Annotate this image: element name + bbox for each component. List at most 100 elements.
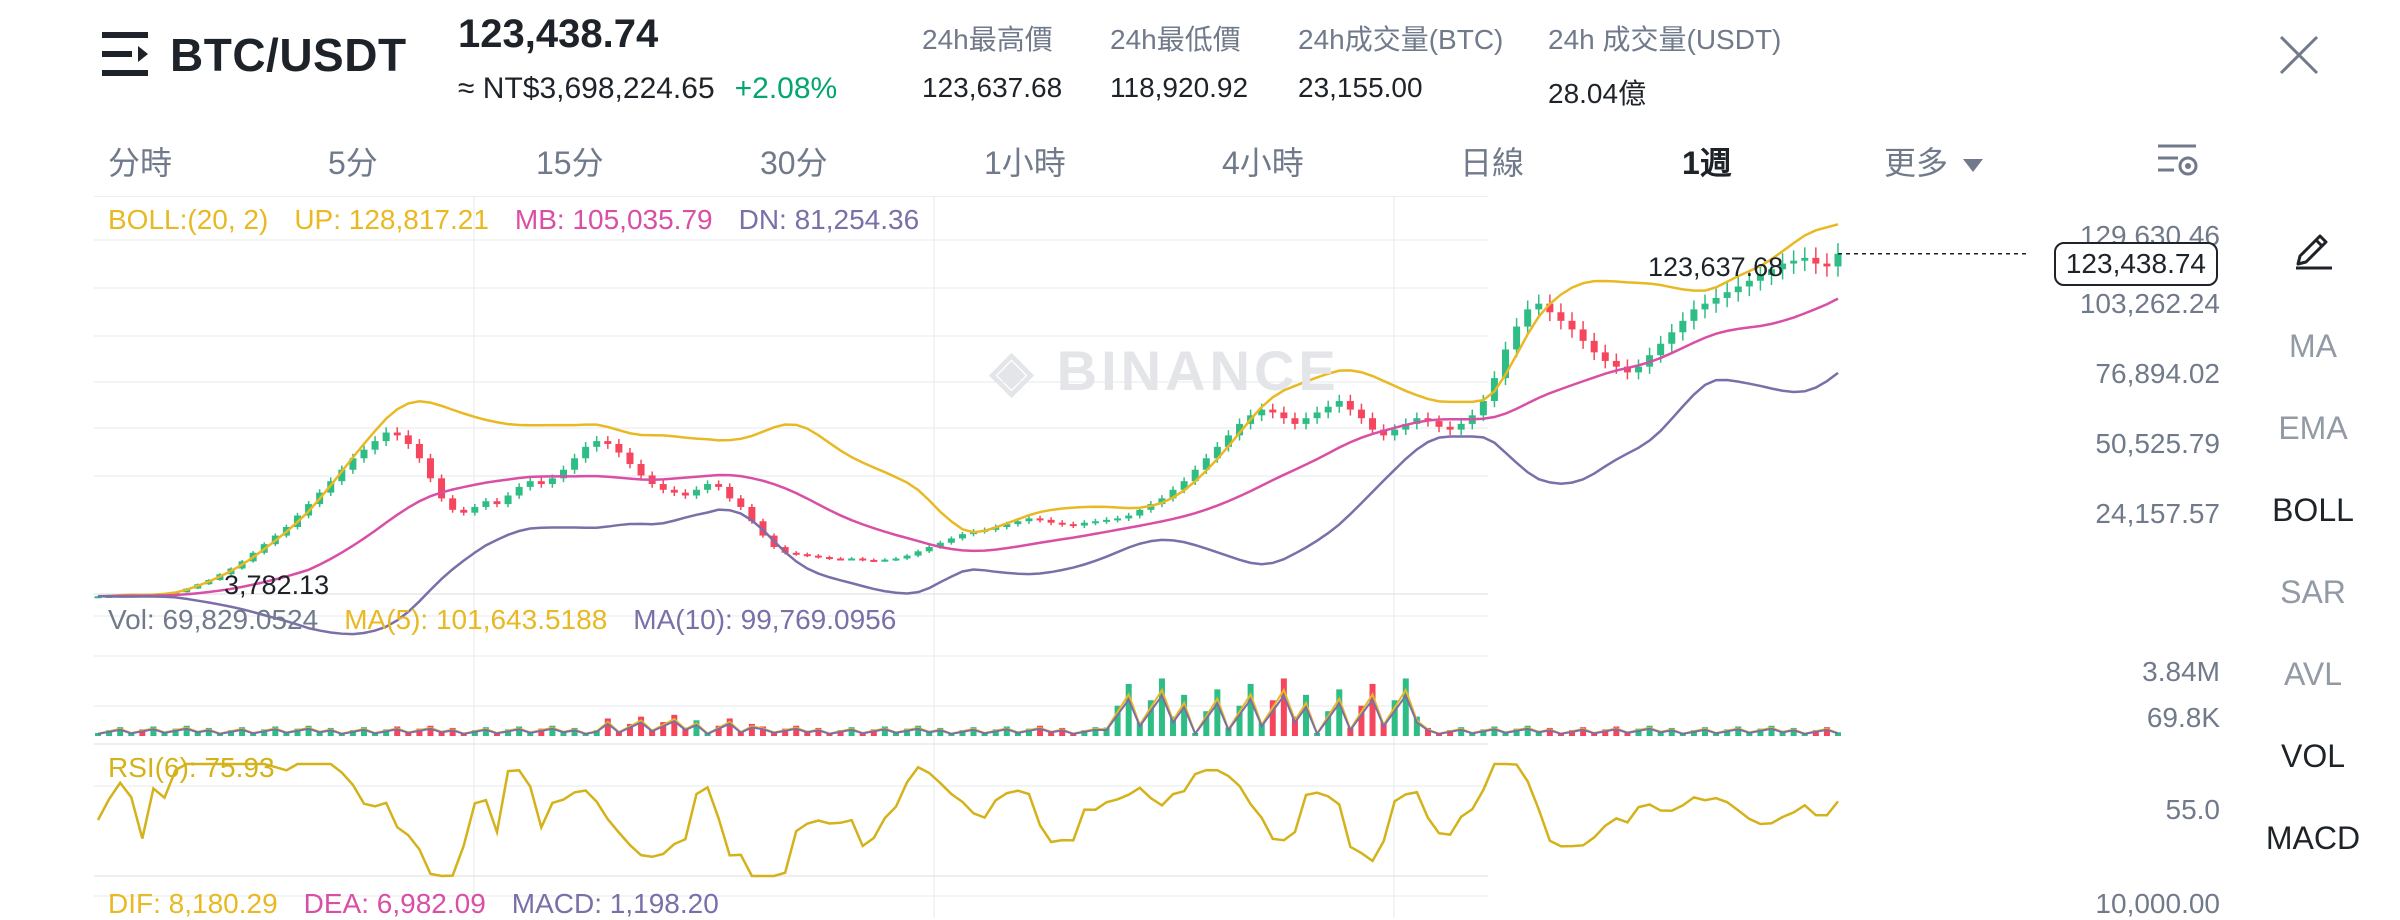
stat-value: 118,920.92 xyxy=(1110,72,1249,103)
candle-body xyxy=(1324,406,1332,413)
volume-bar xyxy=(1269,700,1276,736)
candle-body xyxy=(593,441,601,447)
candle-body xyxy=(1546,303,1554,313)
candle-body xyxy=(1158,498,1166,505)
tab-more-label: 更多 xyxy=(1884,145,1949,181)
indicator-macd[interactable]: MACD xyxy=(2265,820,2361,856)
candle-body xyxy=(726,486,734,499)
volume-bar xyxy=(1236,705,1243,736)
indicator-ema[interactable]: EMA xyxy=(2278,410,2348,446)
volume-bar xyxy=(626,723,633,736)
volume-bar xyxy=(1447,730,1454,736)
candle-body xyxy=(870,559,878,562)
tab-15m[interactable]: 15分 xyxy=(536,145,604,181)
candle-body xyxy=(704,484,712,490)
candle-body xyxy=(571,458,579,470)
volume-bar xyxy=(1214,689,1221,736)
volume-bar xyxy=(649,729,656,736)
volume-bar xyxy=(1303,694,1310,736)
candle-body xyxy=(393,432,401,436)
candle-body xyxy=(637,464,645,476)
tab-1w[interactable]: 1週 xyxy=(1682,145,1732,181)
close-icon[interactable] xyxy=(2278,34,2320,76)
volume-bar xyxy=(1569,730,1576,736)
candle-body xyxy=(1446,426,1454,430)
tab-4h[interactable]: 4小時 xyxy=(1222,145,1304,181)
candle-body xyxy=(471,506,479,513)
volume-bar xyxy=(538,728,545,736)
indicator-sidebar: MA EMA BOLL SAR AVL VOL MACD xyxy=(2226,200,2400,918)
volume-bar xyxy=(183,725,190,736)
stat-value: 23,155.00 xyxy=(1298,72,1423,103)
macd-axis-label: 10,000.00 xyxy=(2095,888,2220,919)
chart-settings-icon[interactable] xyxy=(2156,140,2200,180)
volume-bar xyxy=(870,729,877,736)
candle-body xyxy=(837,558,845,561)
tab-1d[interactable]: 日線 xyxy=(1460,145,1525,181)
volume-bar xyxy=(1059,727,1066,736)
price-axis-label: 50,525.79 xyxy=(2095,428,2220,459)
last-price: 123,438.74 xyxy=(458,12,659,56)
volume-bar xyxy=(549,725,556,736)
candle-body xyxy=(803,554,811,557)
candle-body xyxy=(626,452,634,465)
volume-bar xyxy=(1291,716,1298,736)
candle-body xyxy=(559,469,567,479)
volume-bar xyxy=(1535,730,1542,736)
candle-body xyxy=(1346,401,1354,410)
candle-body xyxy=(1801,257,1809,261)
candle-body xyxy=(848,558,856,561)
chart-area[interactable]: ◈ BINANCE BOLL:(20, 2) UP: 128,817.21 MB: … xyxy=(94,196,2221,919)
volume-bar xyxy=(1602,729,1609,736)
candle-body xyxy=(859,558,867,561)
tab-1h[interactable]: 1小時 xyxy=(984,145,1066,181)
indicator-vol[interactable]: VOL xyxy=(2280,738,2346,774)
chart-canvas[interactable] xyxy=(94,196,2220,918)
pair-title[interactable]: BTC/USDT xyxy=(170,29,407,81)
tab-30m[interactable]: 30分 xyxy=(760,145,828,181)
candle-body xyxy=(1413,418,1421,424)
volume-bar xyxy=(1092,727,1099,736)
candle-body xyxy=(1823,263,1831,267)
candle-body xyxy=(1479,401,1487,416)
candle-body xyxy=(1391,429,1399,436)
boll-legend: BOLL:(20, 2) UP: 128,817.21 MB: 105,035.79… xyxy=(108,204,945,236)
volume-bar xyxy=(1480,729,1487,736)
volume-bar xyxy=(1613,726,1620,736)
tab-5m[interactable]: 5分 xyxy=(328,145,378,181)
indicator-ma[interactable]: MA xyxy=(2289,328,2337,364)
tab-time-share[interactable]: 分時 xyxy=(108,145,173,181)
menu-icon[interactable] xyxy=(102,32,152,76)
candle-body xyxy=(360,449,368,459)
volume-bar xyxy=(904,728,911,736)
volume-bar xyxy=(349,730,356,736)
volume-bar xyxy=(239,727,246,736)
volume-bar xyxy=(1779,730,1786,736)
indicator-avl[interactable]: AVL xyxy=(2283,656,2343,692)
volume-bar xyxy=(427,725,434,736)
vol-ma5: MA(5): 101,643.5188 xyxy=(344,604,608,635)
volume-bar xyxy=(1158,678,1165,736)
tab-more[interactable]: 更多 xyxy=(1884,138,1983,184)
candle-body xyxy=(1103,519,1111,522)
low-marker-label: 3,782.13 xyxy=(224,570,330,600)
volume-bar xyxy=(95,733,101,736)
volume-bar xyxy=(992,729,999,736)
candle-body xyxy=(1047,519,1055,523)
rsi-axis-label: 55.0 xyxy=(2165,794,2221,825)
candle-body xyxy=(1380,429,1388,436)
volume-bar xyxy=(1823,727,1830,736)
candle-body xyxy=(349,458,357,470)
boll-upper-line xyxy=(97,223,1839,598)
volume-bar xyxy=(1203,711,1210,736)
price-axis-label: 103,262.24 xyxy=(2079,288,2220,319)
indicator-boll[interactable]: BOLL xyxy=(2272,492,2354,528)
volume-bar xyxy=(726,718,733,736)
binance-diamond-icon: ◈ xyxy=(990,339,1038,402)
candle-body xyxy=(1125,515,1133,519)
volume-bar xyxy=(837,730,844,736)
volume-bar xyxy=(1136,722,1143,736)
indicator-sar[interactable]: SAR xyxy=(2280,574,2346,610)
candle-body xyxy=(460,509,468,513)
draw-pencil-icon[interactable] xyxy=(2292,226,2336,270)
